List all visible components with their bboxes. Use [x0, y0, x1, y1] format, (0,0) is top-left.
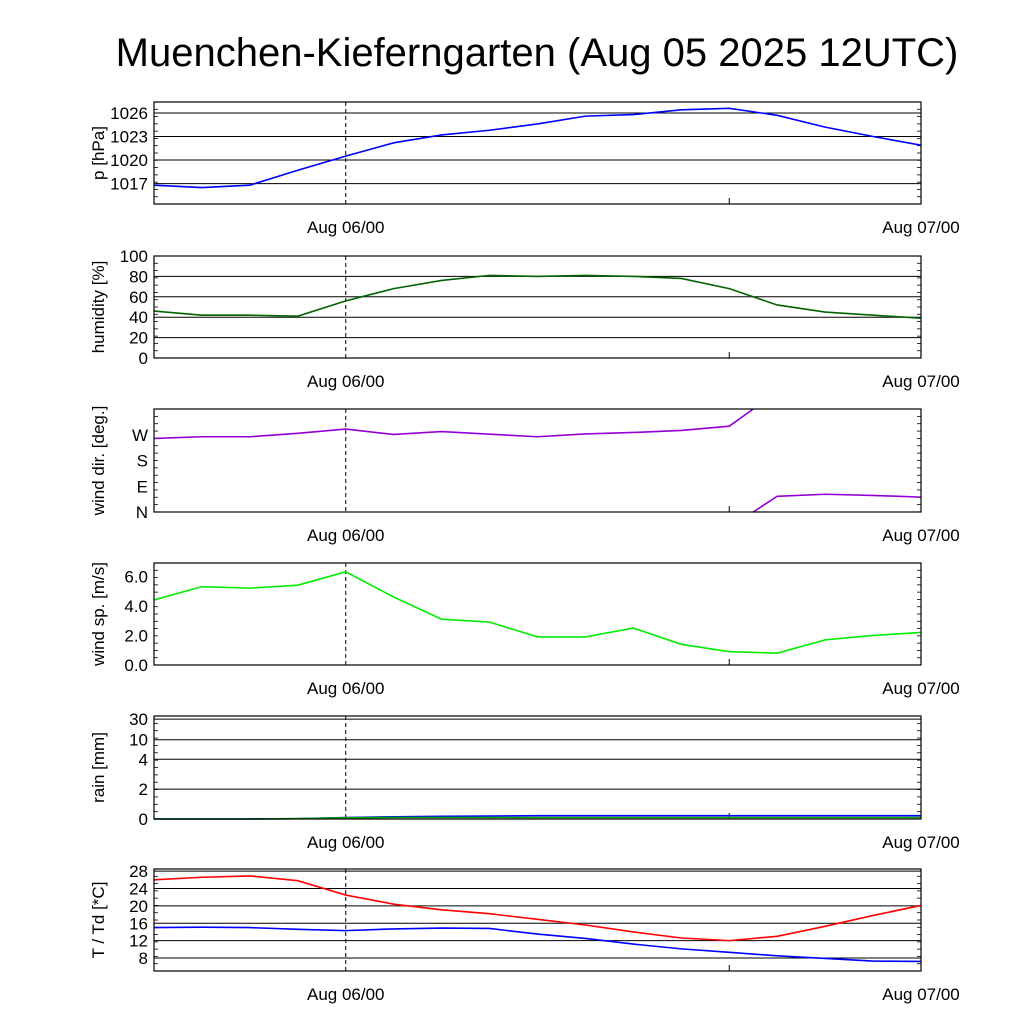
y-axis-label: p [hPa]	[89, 126, 108, 180]
y-tick-label: W	[132, 426, 148, 445]
y-tick-label: 24	[129, 880, 148, 899]
y-tick-label: 6.0	[124, 567, 148, 586]
plot-frame	[153, 562, 922, 666]
y-tick-label: 4	[139, 750, 148, 769]
series-line-6-2	[153, 926, 922, 963]
x-tick-label: Aug 06/00	[307, 833, 385, 852]
y-axis-label: wind dir. [deg.]	[89, 406, 108, 517]
y-tick-label: 8	[139, 949, 148, 968]
y-tick-label: 80	[129, 267, 148, 286]
y-axis-label: rain [mm]	[89, 732, 108, 803]
x-tick-label: Aug 07/00	[882, 833, 960, 852]
x-tick-label: Aug 06/00	[307, 218, 385, 237]
x-tick-label: Aug 06/00	[307, 985, 385, 1004]
x-tick-label: Aug 06/00	[307, 679, 385, 698]
y-tick-label: 4.0	[124, 597, 148, 616]
x-tick-label: Aug 07/00	[882, 985, 960, 1004]
y-tick-label: 1023	[110, 128, 148, 147]
y-tick-label: 10	[129, 731, 148, 750]
y-tick-label: 28	[129, 862, 148, 881]
y-axis-label: humidity [%]	[89, 261, 108, 354]
panel-4: 0.0 2.0 4.0 6.0 wind sp. [m/s] Aug 06/00 Aug 0…	[89, 562, 960, 698]
y-tick-label: S	[137, 452, 148, 471]
plot-frame	[153, 255, 922, 359]
y-tick-label: E	[137, 477, 148, 496]
plot-frame	[153, 868, 922, 972]
x-tick-label: Aug 07/00	[882, 679, 960, 698]
plot-frame	[153, 408, 922, 513]
y-tick-label: 16	[129, 914, 148, 933]
y-tick-label: 30	[129, 710, 148, 729]
y-axis-label: T / Td [*C]	[89, 882, 108, 959]
y-tick-label: 0	[139, 349, 148, 368]
y-tick-label: 2	[139, 780, 148, 799]
series-line-wind-dir	[752, 493, 922, 513]
y-tick-label: 60	[129, 288, 148, 307]
y-tick-label: 20	[129, 897, 148, 916]
panel-5: 0 2 410 30 rain [mm] Aug 06/00 Aug 07/00	[89, 710, 960, 852]
x-tick-label: Aug 06/00	[307, 526, 385, 545]
y-tick-label: 40	[129, 308, 148, 327]
y-tick-label: 0	[139, 810, 148, 829]
series-line-1-1	[153, 107, 922, 189]
y-tick-label: 2.0	[124, 626, 148, 645]
x-tick-label: Aug 07/00	[882, 372, 960, 391]
plot-frame	[153, 101, 922, 205]
y-tick-label: 12	[129, 932, 148, 951]
series-line-4-1	[153, 571, 922, 654]
plot-frame	[153, 715, 922, 820]
series-line-2-1	[153, 274, 922, 320]
x-tick-label: Aug 06/00	[307, 372, 385, 391]
y-tick-label: 1020	[110, 151, 148, 170]
y-axis-label: wind sp. [m/s]	[89, 562, 108, 667]
y-tick-label: 100	[120, 247, 148, 266]
y-tick-label: N	[136, 503, 148, 522]
y-tick-label: 0.0	[124, 656, 148, 675]
x-tick-label: Aug 07/00	[882, 218, 960, 237]
x-tick-label: Aug 07/00	[882, 526, 960, 545]
series-line-wind-dir	[153, 408, 754, 440]
y-tick-label: 20	[129, 329, 148, 348]
chart-title: Muenchen-Kieferngarten (Aug 05 2025 12UT…	[116, 31, 959, 75]
y-tick-label: 1026	[110, 104, 148, 123]
y-tick-label: 1017	[110, 175, 148, 194]
series-line-6-1	[153, 875, 922, 942]
